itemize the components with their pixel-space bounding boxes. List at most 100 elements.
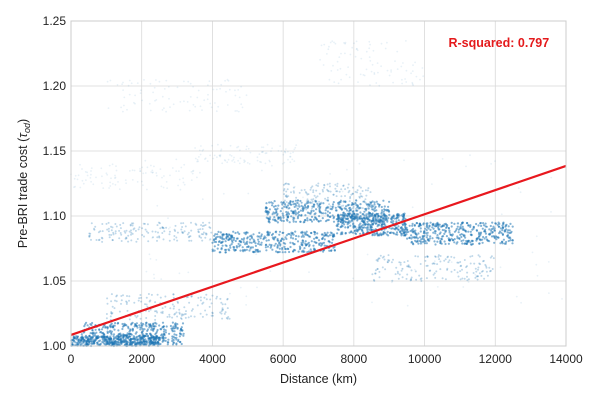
data-point bbox=[245, 242, 249, 245]
data-point bbox=[74, 174, 77, 177]
data-point bbox=[328, 215, 331, 219]
data-point bbox=[130, 82, 133, 85]
data-point bbox=[503, 229, 506, 232]
data-point bbox=[108, 187, 110, 189]
data-point bbox=[342, 211, 345, 214]
data-point bbox=[421, 67, 424, 69]
data-point bbox=[122, 336, 125, 339]
data-point bbox=[427, 227, 430, 230]
data-point bbox=[137, 299, 140, 302]
data-point bbox=[193, 315, 196, 318]
data-point bbox=[119, 223, 122, 226]
data-point bbox=[107, 230, 110, 233]
data-point bbox=[360, 226, 363, 229]
data-point bbox=[131, 232, 134, 235]
data-point bbox=[358, 216, 361, 220]
data-point bbox=[245, 295, 248, 298]
data-point bbox=[321, 217, 324, 220]
data-point bbox=[367, 187, 370, 190]
data-point bbox=[131, 328, 134, 331]
data-point bbox=[127, 240, 130, 243]
data-point bbox=[269, 246, 272, 249]
data-point bbox=[506, 231, 509, 234]
data-point bbox=[273, 200, 276, 203]
data-point bbox=[220, 148, 223, 151]
data-point bbox=[252, 233, 255, 236]
data-point bbox=[407, 265, 410, 268]
data-point bbox=[125, 303, 128, 305]
data-point bbox=[302, 241, 305, 244]
data-point bbox=[392, 232, 396, 235]
data-point bbox=[132, 341, 136, 344]
data-point bbox=[285, 201, 288, 204]
data-point bbox=[475, 222, 478, 226]
data-point bbox=[421, 242, 424, 245]
data-point bbox=[183, 183, 186, 186]
data-point bbox=[368, 56, 371, 58]
data-point bbox=[348, 76, 351, 79]
data-point bbox=[140, 89, 142, 92]
data-point bbox=[176, 239, 179, 242]
data-point bbox=[231, 234, 234, 237]
data-point bbox=[191, 308, 194, 311]
data-point bbox=[128, 230, 131, 233]
data-point bbox=[156, 293, 159, 296]
data-point bbox=[160, 278, 163, 280]
data-point bbox=[240, 85, 243, 88]
data-point bbox=[163, 107, 165, 110]
data-point bbox=[145, 317, 148, 319]
data-point bbox=[196, 158, 199, 161]
data-point bbox=[152, 322, 155, 325]
data-point bbox=[332, 246, 335, 249]
data-point bbox=[317, 182, 320, 185]
data-point bbox=[227, 233, 230, 236]
data-point bbox=[201, 109, 203, 111]
data-point bbox=[369, 43, 371, 46]
data-point bbox=[373, 209, 376, 213]
data-point bbox=[208, 226, 211, 229]
data-point bbox=[349, 220, 352, 223]
data-point bbox=[307, 204, 310, 208]
data-point bbox=[176, 315, 179, 318]
data-point bbox=[176, 86, 179, 89]
data-point bbox=[90, 173, 92, 176]
data-point bbox=[179, 188, 182, 191]
data-point bbox=[169, 174, 171, 177]
data-point bbox=[241, 249, 244, 252]
data-point bbox=[169, 106, 171, 109]
data-point bbox=[89, 177, 92, 179]
data-point bbox=[319, 58, 321, 61]
data-point bbox=[351, 214, 354, 217]
data-point bbox=[317, 206, 319, 209]
data-point bbox=[173, 235, 176, 237]
data-point bbox=[225, 233, 228, 236]
data-point bbox=[201, 239, 204, 242]
data-point bbox=[161, 109, 164, 111]
data-point bbox=[139, 317, 142, 320]
data-point bbox=[187, 236, 190, 239]
data-point bbox=[387, 254, 390, 257]
data-point bbox=[309, 212, 312, 215]
data-point bbox=[325, 234, 328, 237]
data-point bbox=[218, 235, 222, 238]
data-point bbox=[355, 213, 358, 216]
data-point bbox=[180, 342, 183, 346]
data-point bbox=[355, 48, 358, 50]
data-point bbox=[444, 222, 447, 225]
fit-line bbox=[70, 164, 567, 336]
data-point bbox=[283, 161, 286, 164]
data-point bbox=[311, 200, 314, 203]
data-point bbox=[283, 199, 286, 202]
data-point bbox=[295, 196, 298, 199]
data-point bbox=[279, 210, 282, 213]
data-point bbox=[300, 235, 303, 238]
data-point bbox=[308, 245, 311, 248]
data-point bbox=[104, 343, 107, 346]
data-point bbox=[307, 250, 311, 253]
data-point bbox=[128, 332, 131, 335]
data-point bbox=[200, 224, 203, 227]
data-point bbox=[145, 340, 148, 343]
data-point bbox=[310, 186, 313, 189]
data-point bbox=[158, 343, 161, 346]
data-point bbox=[312, 198, 315, 201]
